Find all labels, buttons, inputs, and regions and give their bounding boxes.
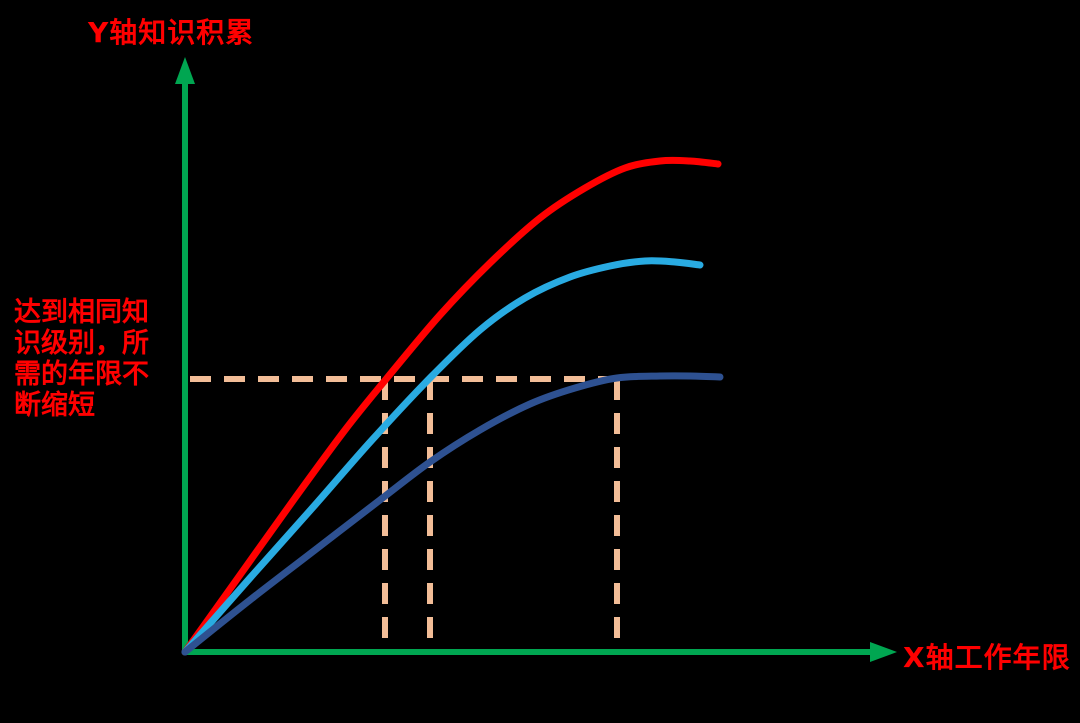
curve-slow-darkblue (181, 372, 724, 656)
y-axis-arrowhead-icon (175, 57, 195, 84)
annotation-line-4: 断缩短 (14, 390, 95, 421)
annotation-line-3: 需的年限不 (14, 359, 149, 390)
annotation-line-2: 识级别，所 (14, 328, 149, 359)
annotation-left: 达到相同知 识级别，所 需的年限不 断缩短 (14, 297, 149, 421)
y-axis-title: Y轴知识积累 (88, 16, 255, 49)
annotation-line-1: 达到相同知 (14, 297, 149, 328)
x-axis-arrowhead-icon (870, 642, 897, 662)
x-axis-title: X轴工作年限 (903, 641, 1071, 674)
curve-medium-lightblue (181, 257, 704, 656)
curve-fast-red (181, 156, 722, 656)
